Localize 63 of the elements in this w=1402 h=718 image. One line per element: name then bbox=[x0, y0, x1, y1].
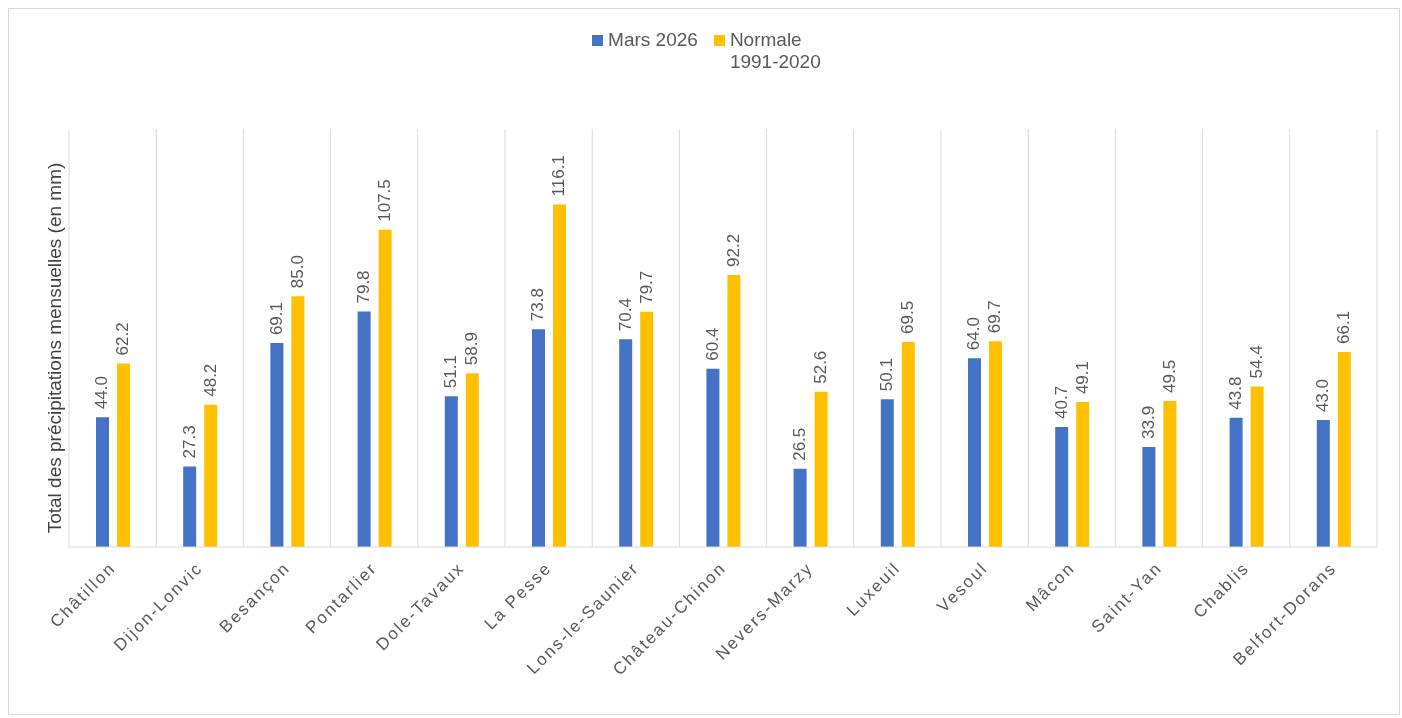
bar bbox=[378, 229, 392, 547]
bar bbox=[532, 329, 545, 547]
data-label: 27.3 bbox=[179, 425, 199, 459]
data-label: 64.0 bbox=[964, 317, 984, 351]
data-label: 43.8 bbox=[1226, 376, 1246, 410]
data-label: 33.9 bbox=[1138, 405, 1158, 439]
data-label: 69.7 bbox=[985, 300, 1005, 334]
bar bbox=[183, 466, 197, 547]
bar bbox=[357, 311, 371, 547]
bar bbox=[989, 341, 1002, 547]
legend-label: Normale 1991-2020 bbox=[729, 29, 822, 73]
data-label: 66.1 bbox=[1334, 310, 1354, 344]
data-label: 116.1 bbox=[549, 155, 569, 197]
bar bbox=[204, 404, 218, 547]
data-label: 85.0 bbox=[287, 255, 307, 289]
data-label: 51.1 bbox=[441, 355, 461, 389]
bar bbox=[465, 373, 479, 547]
bar bbox=[619, 339, 633, 547]
data-label: 79.7 bbox=[636, 270, 656, 304]
legend-label: Mars 2026 bbox=[608, 29, 698, 51]
bar bbox=[814, 391, 828, 547]
bar bbox=[1316, 420, 1330, 547]
bar bbox=[553, 204, 566, 547]
data-label: 48.2 bbox=[200, 363, 220, 397]
bar bbox=[727, 274, 741, 547]
data-label: 49.5 bbox=[1159, 359, 1179, 393]
data-label: 49.1 bbox=[1072, 361, 1092, 395]
bar bbox=[901, 341, 915, 547]
bar bbox=[96, 417, 109, 547]
data-label: 69.5 bbox=[898, 300, 918, 334]
data-label: 43.0 bbox=[1313, 379, 1333, 413]
bar bbox=[117, 363, 130, 547]
data-label: 52.6 bbox=[811, 350, 831, 384]
data-label: 62.2 bbox=[113, 322, 133, 356]
bar bbox=[291, 296, 305, 547]
data-label: 107.5 bbox=[375, 179, 395, 222]
bar bbox=[1337, 351, 1351, 547]
data-label: 73.8 bbox=[528, 288, 548, 322]
data-label: 70.4 bbox=[615, 298, 635, 332]
bar bbox=[1055, 426, 1069, 547]
data-label: 58.9 bbox=[462, 332, 482, 366]
bar bbox=[706, 368, 720, 547]
bar bbox=[1076, 402, 1090, 547]
data-label: 92.2 bbox=[723, 233, 743, 267]
data-label: 40.7 bbox=[1051, 385, 1071, 419]
bar bbox=[1229, 417, 1243, 547]
bar bbox=[1163, 400, 1177, 547]
bar bbox=[968, 358, 981, 547]
bar bbox=[1142, 446, 1156, 547]
data-label: 54.4 bbox=[1247, 345, 1267, 379]
bar bbox=[640, 311, 654, 547]
bar bbox=[793, 468, 807, 547]
data-label: 26.5 bbox=[790, 427, 810, 461]
y-axis-title: Total des précipitations mensuelles (en mm) bbox=[43, 162, 65, 534]
data-label: 79.8 bbox=[354, 270, 374, 304]
data-label: 60.4 bbox=[702, 327, 722, 361]
data-label: 69.1 bbox=[266, 301, 286, 336]
data-label: 50.1 bbox=[877, 358, 897, 392]
data-label: 44.0 bbox=[92, 376, 112, 410]
bar bbox=[444, 396, 458, 547]
bar bbox=[270, 343, 284, 547]
bar bbox=[880, 399, 894, 547]
bar bbox=[1250, 386, 1264, 547]
